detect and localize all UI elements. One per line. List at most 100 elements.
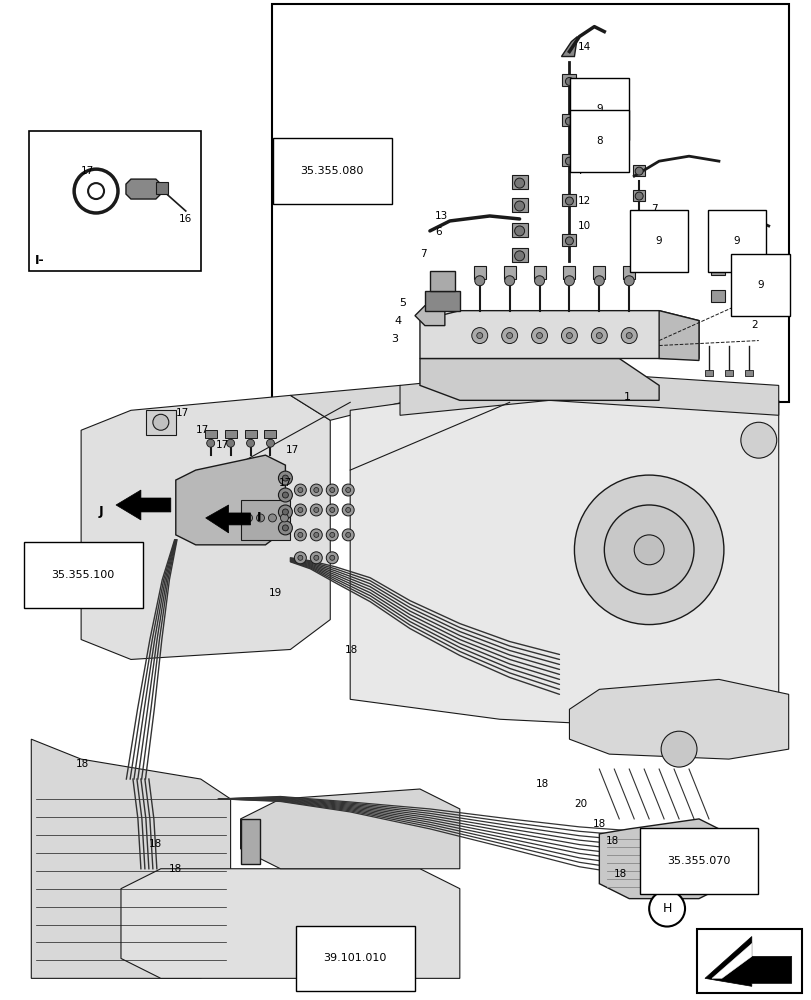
Circle shape — [573, 475, 723, 625]
Bar — [633, 190, 645, 201]
Bar — [511, 175, 527, 189]
Polygon shape — [205, 505, 251, 533]
Bar — [429, 271, 454, 291]
Circle shape — [310, 552, 322, 564]
Circle shape — [278, 521, 292, 535]
Text: 9: 9 — [655, 236, 662, 246]
Bar — [704, 370, 712, 376]
Circle shape — [564, 77, 573, 85]
Circle shape — [282, 525, 288, 531]
Circle shape — [282, 492, 288, 498]
Circle shape — [345, 507, 350, 512]
Bar — [473, 266, 485, 279]
Bar — [240, 500, 290, 540]
Text: 17: 17 — [216, 440, 229, 450]
Text: J: J — [98, 505, 103, 518]
Bar — [623, 266, 634, 279]
Circle shape — [620, 328, 637, 344]
Bar — [511, 198, 527, 212]
Circle shape — [504, 276, 514, 286]
Text: 2: 2 — [750, 320, 757, 330]
Polygon shape — [704, 937, 791, 986]
Circle shape — [514, 251, 524, 261]
Text: 5: 5 — [398, 298, 406, 308]
Text: 7: 7 — [577, 166, 583, 176]
Bar — [633, 165, 645, 176]
Text: 15: 15 — [746, 210, 759, 220]
Circle shape — [294, 484, 306, 496]
Text: 10: 10 — [577, 221, 590, 231]
Bar — [562, 234, 576, 246]
Circle shape — [634, 247, 642, 255]
Text: 18: 18 — [148, 839, 162, 849]
Polygon shape — [81, 395, 330, 659]
Circle shape — [310, 484, 322, 496]
Bar — [511, 223, 527, 237]
Circle shape — [564, 197, 573, 205]
Circle shape — [514, 201, 524, 211]
Circle shape — [564, 157, 573, 165]
Circle shape — [514, 226, 524, 236]
Text: 7: 7 — [748, 251, 754, 261]
Circle shape — [298, 532, 303, 537]
Bar — [156, 182, 168, 194]
Circle shape — [603, 505, 693, 595]
Text: 13: 13 — [435, 211, 448, 221]
Circle shape — [294, 529, 306, 541]
Bar — [272, 4, 787, 402]
Circle shape — [278, 505, 292, 519]
Text: 3: 3 — [391, 334, 397, 344]
Circle shape — [266, 439, 274, 447]
Text: 12: 12 — [577, 196, 590, 206]
Polygon shape — [175, 455, 285, 545]
Text: 2: 2 — [748, 301, 755, 311]
Bar — [503, 266, 515, 279]
Circle shape — [313, 488, 319, 493]
Polygon shape — [290, 385, 429, 420]
Circle shape — [345, 488, 350, 493]
Bar — [724, 370, 732, 376]
Bar — [696, 929, 800, 993]
Text: I-: I- — [35, 254, 45, 267]
Polygon shape — [569, 679, 787, 759]
Circle shape — [247, 439, 254, 447]
Circle shape — [564, 237, 573, 245]
Bar — [29, 131, 200, 271]
Bar — [562, 194, 576, 206]
Polygon shape — [350, 385, 778, 729]
Circle shape — [341, 529, 354, 541]
Text: 17: 17 — [81, 166, 94, 176]
Circle shape — [594, 276, 603, 286]
Text: 7: 7 — [772, 294, 779, 304]
Circle shape — [298, 507, 303, 512]
Circle shape — [256, 514, 264, 522]
Text: 7: 7 — [650, 204, 657, 214]
Circle shape — [341, 484, 354, 496]
Circle shape — [536, 333, 542, 339]
Polygon shape — [659, 311, 698, 360]
Bar — [562, 74, 576, 86]
Text: 7: 7 — [611, 136, 618, 146]
Circle shape — [633, 535, 663, 565]
Circle shape — [88, 183, 104, 199]
Circle shape — [560, 328, 577, 344]
Circle shape — [476, 333, 483, 339]
Circle shape — [634, 219, 642, 227]
Text: 18: 18 — [614, 869, 627, 879]
Circle shape — [298, 488, 303, 493]
Circle shape — [634, 192, 642, 200]
Circle shape — [329, 488, 334, 493]
Circle shape — [294, 552, 306, 564]
Text: 4: 4 — [394, 316, 401, 326]
Circle shape — [514, 178, 524, 188]
Circle shape — [326, 529, 338, 541]
Text: 17: 17 — [76, 572, 89, 582]
Circle shape — [326, 552, 338, 564]
Polygon shape — [419, 358, 659, 400]
Circle shape — [534, 276, 544, 286]
Text: 18: 18 — [76, 759, 89, 769]
Bar — [633, 217, 645, 228]
Circle shape — [740, 422, 776, 458]
Polygon shape — [126, 179, 161, 199]
Bar — [633, 245, 645, 256]
